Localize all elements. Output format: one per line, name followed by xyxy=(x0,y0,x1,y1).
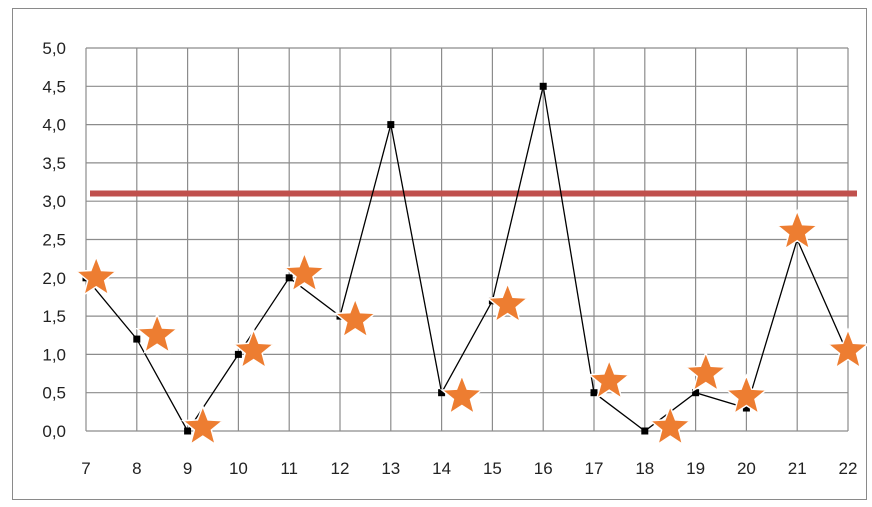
star-icon xyxy=(333,296,378,339)
x-tick-label: 16 xyxy=(534,459,553,478)
data-point xyxy=(285,274,293,282)
data-point xyxy=(234,350,242,358)
star-icon xyxy=(485,281,530,324)
series-layer xyxy=(82,82,852,435)
star-icon xyxy=(180,404,225,446)
x-tick-label: 18 xyxy=(635,459,654,478)
x-axis-ticks: 7 8 9 10 11 12 13 14 15 16 17 18 19 20 21 22 xyxy=(81,459,857,478)
y-tick-label: 1,0 xyxy=(42,345,66,364)
x-tick-label: 13 xyxy=(381,459,400,478)
data-point xyxy=(133,335,141,343)
series-line xyxy=(85,86,849,433)
x-tick-label: 11 xyxy=(280,459,298,478)
data-point xyxy=(184,427,192,435)
data-point xyxy=(590,389,598,397)
grid xyxy=(85,47,849,432)
y-tick-label: 5,0 xyxy=(42,39,66,58)
x-tick-label: 14 xyxy=(432,459,451,478)
data-point xyxy=(742,404,750,412)
star-icon xyxy=(74,254,119,297)
x-tick-label: 7 xyxy=(81,459,90,478)
x-tick-label: 8 xyxy=(132,459,141,478)
x-tick-label: 19 xyxy=(686,459,705,478)
y-tick-label: 0,5 xyxy=(42,384,66,403)
star-icon xyxy=(775,208,820,251)
data-point xyxy=(438,389,446,397)
data-point xyxy=(692,389,700,397)
star-icon xyxy=(282,250,327,293)
x-tick-label: 10 xyxy=(229,459,248,478)
y-tick-label: 4,0 xyxy=(42,116,66,135)
star-icon xyxy=(683,350,728,393)
y-tick-label: 2,5 xyxy=(42,231,66,250)
data-point xyxy=(539,82,547,90)
y-tick-label: 2,0 xyxy=(42,269,66,288)
star-icon xyxy=(587,358,632,400)
star-icon xyxy=(135,312,180,354)
star-layer xyxy=(74,208,870,446)
y-tick-label: 1,5 xyxy=(42,307,66,326)
data-point xyxy=(641,427,649,435)
star-icon xyxy=(439,373,484,416)
y-tick-label: 3,5 xyxy=(42,154,66,173)
y-tick-label: 4,5 xyxy=(42,77,66,96)
y-tick-label: 0,0 xyxy=(42,422,66,441)
x-tick-label: 20 xyxy=(737,459,756,478)
data-point xyxy=(387,121,395,129)
x-tick-label: 22 xyxy=(839,459,858,478)
y-tick-label: 3,0 xyxy=(42,192,66,211)
star-icon xyxy=(826,327,870,370)
x-tick-label: 15 xyxy=(483,459,502,478)
chart-frame xyxy=(12,8,867,500)
star-icon xyxy=(648,404,693,446)
x-tick-label: 9 xyxy=(183,459,192,478)
star-icon xyxy=(231,327,276,370)
x-tick-label: 21 xyxy=(788,459,807,478)
x-tick-label: 12 xyxy=(331,459,350,478)
x-tick-label: 17 xyxy=(585,459,604,478)
star-icon xyxy=(724,373,769,416)
y-axis-ticks: 0,0 0,5 1,0 1,5 2,0 2,5 3,0 3,5 4,0 4,5 5,0 xyxy=(42,39,66,441)
